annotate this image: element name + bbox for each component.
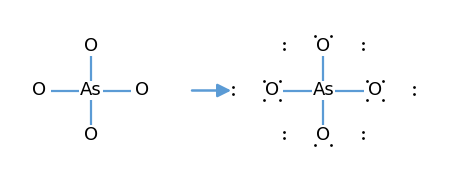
Text: O: O	[368, 81, 382, 100]
Text: O: O	[84, 37, 98, 55]
Text: O: O	[265, 81, 279, 100]
Text: O: O	[316, 126, 330, 144]
Text: As: As	[80, 81, 102, 100]
Text: O: O	[32, 81, 46, 100]
Text: As: As	[312, 81, 334, 100]
Text: O: O	[135, 81, 149, 100]
Text: O: O	[316, 37, 330, 55]
Text: O: O	[84, 126, 98, 144]
